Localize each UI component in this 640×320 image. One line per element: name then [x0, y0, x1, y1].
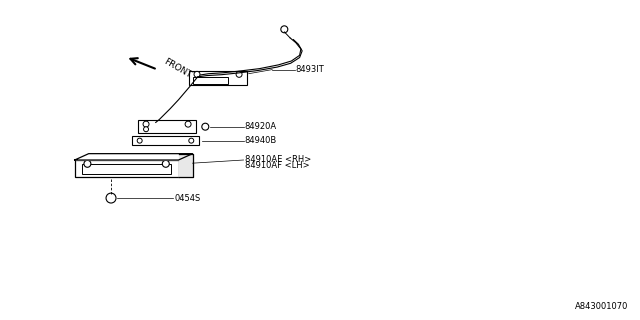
Text: FRONT: FRONT	[162, 57, 193, 80]
Circle shape	[106, 193, 116, 203]
Bar	[75, 160, 179, 178]
Bar	[193, 77, 228, 84]
Polygon shape	[75, 154, 193, 160]
Circle shape	[143, 127, 148, 132]
Polygon shape	[179, 154, 193, 178]
Text: 0454S: 0454S	[175, 194, 201, 203]
Bar	[83, 164, 171, 174]
Text: 84910AE <RH>: 84910AE <RH>	[245, 155, 311, 164]
Text: A843001070: A843001070	[575, 302, 628, 311]
Circle shape	[189, 138, 194, 143]
Bar	[132, 136, 199, 145]
Circle shape	[163, 160, 169, 167]
Circle shape	[195, 79, 200, 84]
Text: 84920A: 84920A	[245, 122, 277, 131]
Bar	[189, 71, 246, 84]
Circle shape	[137, 138, 142, 143]
Circle shape	[185, 121, 191, 127]
Text: 84910AF <LH>: 84910AF <LH>	[245, 161, 309, 170]
Text: 84940B: 84940B	[245, 136, 277, 145]
Bar	[138, 120, 196, 133]
Circle shape	[281, 26, 288, 33]
Text: 8493IT: 8493IT	[296, 65, 324, 74]
Circle shape	[143, 121, 149, 127]
Circle shape	[84, 160, 91, 167]
Circle shape	[202, 123, 209, 130]
Circle shape	[194, 71, 200, 77]
Circle shape	[236, 71, 242, 77]
